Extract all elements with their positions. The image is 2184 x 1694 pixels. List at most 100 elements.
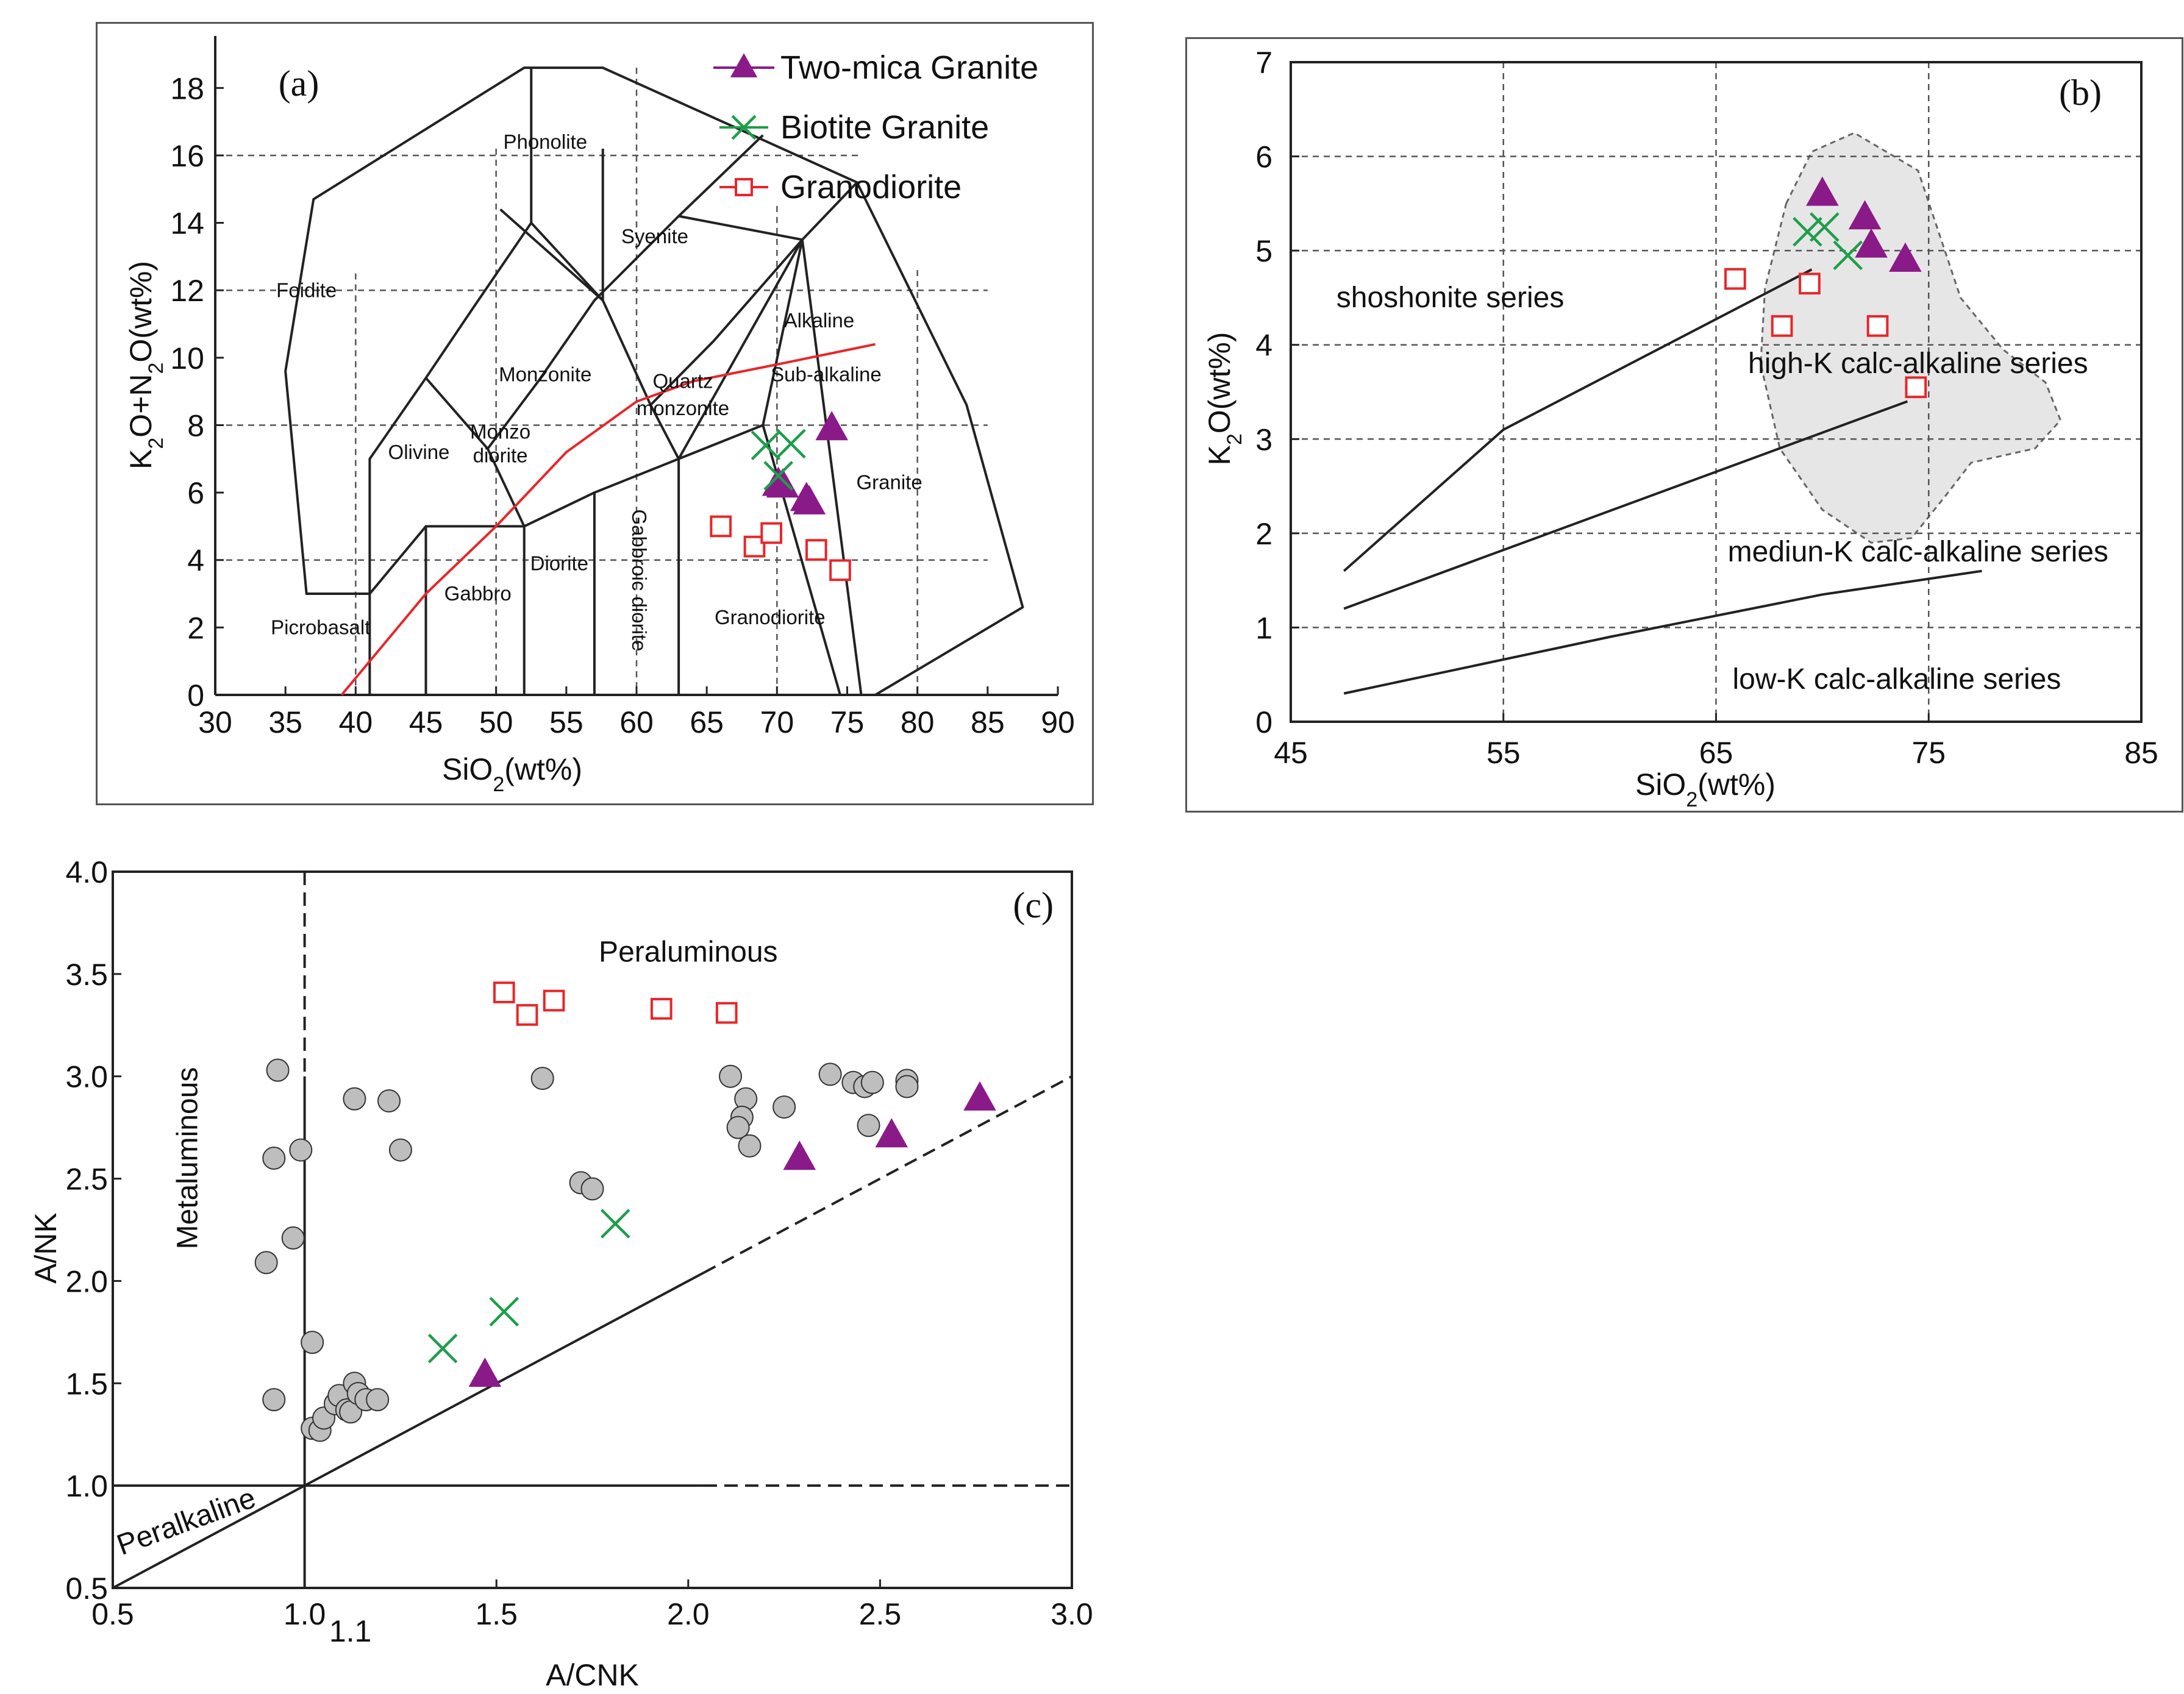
alkaline-divide-line (340, 343, 876, 696)
x-tick-label: 45 (1274, 736, 1308, 770)
data-point-x (1810, 212, 1840, 242)
y-axis-title: K2O+N2O(wt%) (124, 261, 168, 469)
chart-c-svg: 0.5 1.0 1.5 2.0 2.5 3.0 1.1 0.5 1.0 1.5 2.0 2.5 3.0 3… (29, 855, 1093, 1692)
field-label: Monzonite (499, 363, 591, 386)
y-tick-label: 2.0 (65, 1264, 108, 1298)
field-boundary-line (649, 238, 804, 406)
x-tick-label: 50 (479, 705, 513, 739)
data-point-x (600, 1209, 630, 1239)
field-label: Phonolite (503, 130, 587, 153)
x-axis-title: SiO2(wt%) (1635, 767, 1775, 811)
x-tick-label: 40 (339, 705, 373, 739)
reference-sample-point (289, 1138, 313, 1162)
x-tick-label: 65 (1699, 736, 1733, 770)
legend-item: Biotite Granite (719, 109, 989, 146)
y-tick-label: 0 (1255, 705, 1272, 739)
data-point-triangle (815, 411, 848, 441)
y-tick-label: 0 (187, 678, 204, 713)
data-point-x (776, 429, 806, 459)
legend-marker (730, 53, 758, 77)
panel-label-c: (c) (1013, 885, 1054, 925)
field-label: Gabbroic diorite (628, 509, 651, 651)
legend-marker (731, 115, 757, 140)
field-label: Syenite (621, 225, 688, 247)
data-point-square (650, 998, 673, 1020)
y-tick-label: 4 (1255, 329, 1272, 363)
x-tick-label: 0.5 (91, 1597, 134, 1631)
data-point-triangle (766, 468, 799, 498)
series-region-label: mediun-K calc-alkaline series (1728, 536, 2108, 568)
legend-label: Biotite Granite (780, 109, 989, 146)
y-axis-title: A/NK (29, 1212, 63, 1284)
data-point-x-stroke-2 (1810, 212, 1840, 242)
field-label: Gabbro (444, 582, 512, 605)
series-region-label: high-K calc-alkaline series (1748, 347, 2088, 380)
reference-sample-point (254, 1251, 278, 1275)
x-tick-label: 45 (409, 705, 443, 739)
region-label: Metaluminous (171, 1067, 204, 1250)
y-tick-label: 4.0 (65, 855, 108, 889)
panel-c-anк-acnk-diagram: 0.5 1.0 1.5 2.0 2.5 3.0 1.1 0.5 1.0 1.5 2.0 2.5 3.0 3… (29, 838, 1128, 1692)
y-tick-label: 6 (187, 476, 204, 510)
peraluminous-boundary-dashed (703, 1075, 1072, 1274)
field-boundary-line (284, 66, 1024, 696)
reference-sample-point (580, 1177, 604, 1201)
field-boundary-line (677, 134, 764, 217)
field-boundary-line (762, 424, 841, 696)
x-tick-label: 85 (2124, 736, 2158, 770)
field-label: Picrobasalt (271, 616, 370, 638)
reference-sample-point (262, 1147, 286, 1170)
panel-label-a: (a) (279, 63, 319, 104)
x-tick-label: 35 (268, 705, 302, 739)
field-label: Granodiorite (715, 606, 826, 628)
x-tick-label: 30 (198, 705, 232, 739)
field-boundary-line (424, 377, 489, 450)
field-label: Sub-alkaline (771, 363, 882, 386)
reference-sample-point (860, 1070, 884, 1094)
chart-a-svg: 30 35 40 45 50 55 60 65 70 75 80 85 90 0 2 4 6 8 10 12 14 16 1… (124, 36, 1075, 796)
legend-label: Granodiorite (780, 169, 962, 205)
y-tick-label: 2 (187, 611, 204, 645)
reference-sample-point (266, 1058, 290, 1082)
series-divider-line (1343, 569, 1982, 695)
field-label: Diorite (530, 552, 588, 574)
y-tick-label: 16 (170, 139, 204, 173)
data-point-triangle (1848, 200, 1882, 230)
data-point-x (763, 461, 793, 491)
reference-sample-point (388, 1138, 412, 1162)
x-tick-label: 2.0 (667, 1597, 710, 1631)
y-axis-title: K2O(wt%) (1202, 332, 1246, 466)
data-point-square (805, 539, 827, 561)
data-point-x (427, 1333, 458, 1364)
data-point-triangle (963, 1081, 996, 1111)
reference-sample-point (895, 1075, 919, 1098)
data-point-x-stroke-2 (776, 429, 806, 459)
legend-label: Two-mica Granite (780, 49, 1038, 86)
x-axis-title: A/CNK (546, 1658, 639, 1692)
y-tick-label: 0.5 (65, 1571, 108, 1606)
data-point-x-stroke-2 (600, 1209, 630, 1239)
reference-sample-point (857, 1114, 880, 1137)
plot-frame (112, 870, 1073, 1589)
reference-sample-point (343, 1087, 366, 1111)
series-divider-line (1343, 400, 1908, 610)
panel-label-b: (b) (2059, 73, 2102, 113)
field-label: Foidite (276, 279, 337, 301)
x-tick-label: 1.5 (475, 1597, 518, 1631)
y-tick-label: 6 (1255, 140, 1272, 174)
reference-sample-point (719, 1064, 743, 1088)
data-point-x-stroke-2 (1833, 240, 1863, 271)
reference-sample-point (773, 1095, 796, 1119)
legend-marker (735, 178, 753, 196)
y-tick-label: 10 (170, 341, 204, 375)
y-tick-label: 3.0 (65, 1060, 108, 1094)
reference-sample-point (377, 1089, 401, 1112)
y-tick-label: 2.5 (65, 1162, 108, 1197)
peraluminous-boundary-solid (112, 1272, 704, 1589)
reference-sample-point (726, 1116, 750, 1139)
data-point-square (1724, 268, 1746, 290)
data-point-x (1833, 240, 1863, 271)
data-point-triangle (793, 485, 826, 514)
field-label: Granite (856, 471, 922, 494)
y-tick-label: 3.5 (65, 958, 108, 992)
